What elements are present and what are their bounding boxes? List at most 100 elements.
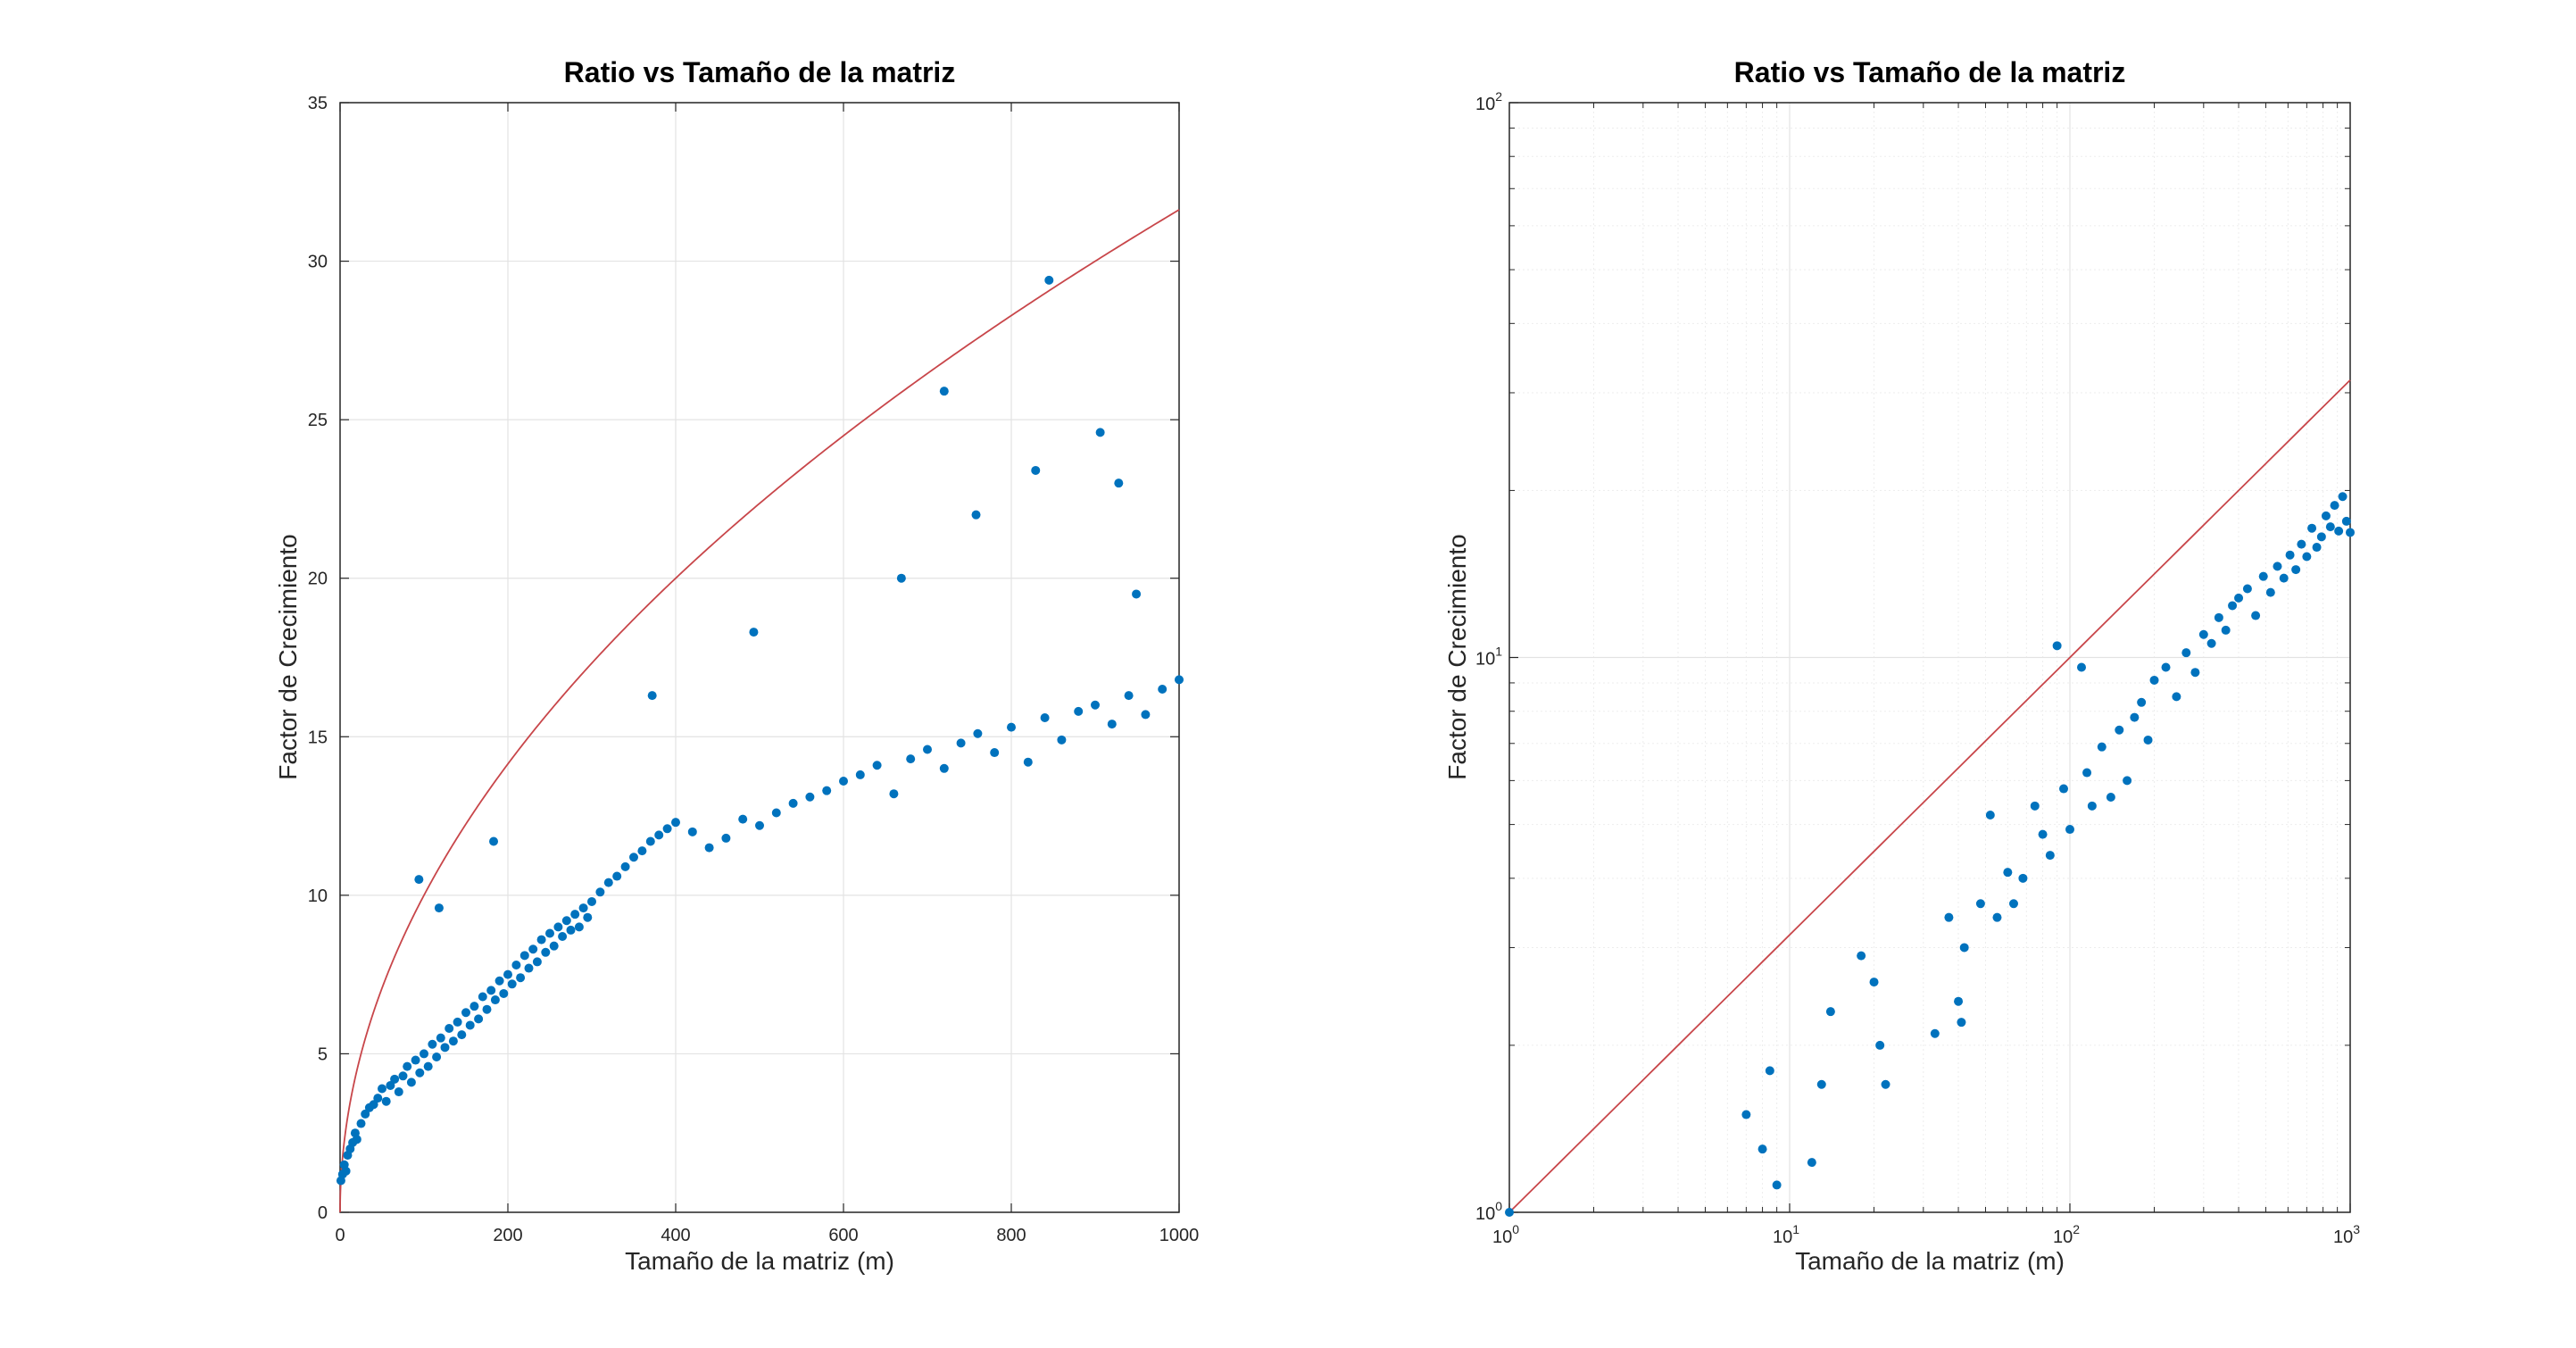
- left-x-tick-label: 200: [493, 1226, 522, 1245]
- right-data-point: [2076, 662, 2086, 672]
- right-data-point: [2338, 492, 2347, 502]
- left-data-point: [436, 1033, 445, 1043]
- right-data-point: [2302, 552, 2312, 562]
- left-data-point: [474, 1014, 484, 1024]
- left-data-point: [1044, 275, 1054, 285]
- right-data-points: [1505, 492, 2355, 1217]
- right-ticks: 100 101 102 103 100 101 102: [1475, 89, 2360, 1247]
- right-data-point: [1959, 943, 1969, 953]
- right-data-point: [2045, 851, 2055, 861]
- left-data-point: [1031, 465, 1041, 475]
- left-data-point: [889, 789, 899, 799]
- left-data-point: [1023, 757, 1033, 767]
- left-data-points: [336, 275, 1184, 1186]
- left-data-point: [855, 770, 865, 779]
- left-data-point: [1132, 589, 1142, 599]
- right-data-point: [2265, 587, 2275, 597]
- left-data-point: [603, 878, 613, 887]
- left-data-point: [494, 976, 504, 986]
- left-x-tick-label: 1000: [1159, 1226, 1200, 1245]
- right-reference-curve: [1508, 379, 2351, 1213]
- left-plot: 0 200 400 600 800 1000 0 5 10 15 20 25 30 35 Ratio vs…: [274, 56, 1199, 1275]
- left-data-point: [822, 786, 832, 795]
- right-x-tick-label: 102: [2053, 1222, 2080, 1247]
- left-y-tick-label: 20: [308, 570, 328, 589]
- left-data-point: [738, 814, 748, 824]
- right-data-point: [1825, 1007, 1835, 1017]
- left-data-point: [587, 896, 596, 906]
- left-data-point: [956, 738, 966, 748]
- left-data-point: [939, 387, 949, 396]
- left-data-point: [595, 887, 605, 897]
- left-data-point: [687, 827, 697, 836]
- left-data-point: [406, 1078, 416, 1087]
- left-data-point: [478, 992, 487, 1002]
- left-data-point: [662, 824, 672, 834]
- right-plot: 100 101 102 103 100 101 102 Ratio vs Tamaño de…: [1443, 56, 2360, 1275]
- left-data-point: [771, 808, 781, 818]
- left-data-point: [1007, 722, 1016, 732]
- left-data-point: [432, 1052, 442, 1061]
- left-data-point: [971, 510, 981, 520]
- left-data-point: [1057, 735, 1067, 745]
- left-data-point: [558, 932, 568, 942]
- left-data-point: [545, 928, 554, 938]
- right-data-point: [2008, 899, 2018, 909]
- right-y-tick-label: 101: [1475, 645, 1502, 670]
- left-data-point: [511, 960, 521, 969]
- right-data-point: [2143, 735, 2153, 745]
- left-data-point: [465, 1020, 475, 1030]
- left-data-point: [490, 995, 500, 1005]
- right-data-point: [2161, 662, 2171, 672]
- left-data-point: [1040, 712, 1050, 722]
- left-data-point: [574, 922, 584, 932]
- right-y-axis-label: Factor de Crecimiento: [1443, 534, 1471, 779]
- left-data-point: [361, 1109, 370, 1119]
- left-y-tick-label: 15: [308, 728, 328, 747]
- right-data-point: [2065, 825, 2074, 835]
- left-data-point: [532, 957, 542, 967]
- right-data-point: [2325, 522, 2335, 532]
- right-data-point: [2291, 565, 2301, 575]
- left-data-point: [620, 861, 630, 871]
- left-data-point: [414, 875, 424, 885]
- right-x-tick-label: 103: [2333, 1222, 2360, 1247]
- left-data-point: [469, 1002, 479, 1011]
- right-data-point: [1957, 1018, 1966, 1028]
- left-data-point: [369, 1100, 378, 1110]
- right-data-point: [2123, 776, 2132, 786]
- right-data-point: [1765, 1066, 1774, 1076]
- right-data-point: [2018, 873, 2028, 883]
- right-data-point: [2137, 697, 2147, 707]
- left-data-point: [990, 748, 1000, 758]
- left-data-point: [973, 728, 983, 738]
- left-x-tick-label: 0: [335, 1226, 345, 1245]
- left-data-point: [788, 798, 798, 808]
- left-data-point: [1141, 710, 1151, 720]
- right-data-point: [2242, 584, 2252, 594]
- left-data-point: [1074, 706, 1084, 716]
- right-data-point: [1875, 1040, 1885, 1050]
- left-x-tick-label: 400: [661, 1226, 690, 1245]
- left-y-tick-label: 25: [308, 411, 328, 430]
- right-y-tick-label: 102: [1475, 89, 1502, 114]
- left-data-point: [415, 1068, 425, 1078]
- right-x-tick-label: 101: [1773, 1222, 1799, 1247]
- left-data-point: [536, 935, 546, 944]
- left-data-point: [428, 1039, 437, 1049]
- left-data-point: [1107, 720, 1117, 729]
- right-data-point: [2115, 725, 2124, 735]
- right-data-point: [2214, 612, 2223, 622]
- right-data-point: [1757, 1144, 1767, 1154]
- right-data-point: [2346, 528, 2355, 537]
- left-y-axis-label: Factor de Crecimiento: [274, 534, 302, 779]
- right-data-point: [2221, 625, 2231, 635]
- left-data-point: [507, 979, 517, 989]
- left-data-point: [612, 871, 622, 881]
- left-data-point: [805, 792, 815, 802]
- right-data-point: [2030, 801, 2040, 811]
- right-data-point: [1807, 1158, 1816, 1168]
- left-data-point: [1095, 428, 1105, 437]
- right-data-point: [1944, 912, 1954, 922]
